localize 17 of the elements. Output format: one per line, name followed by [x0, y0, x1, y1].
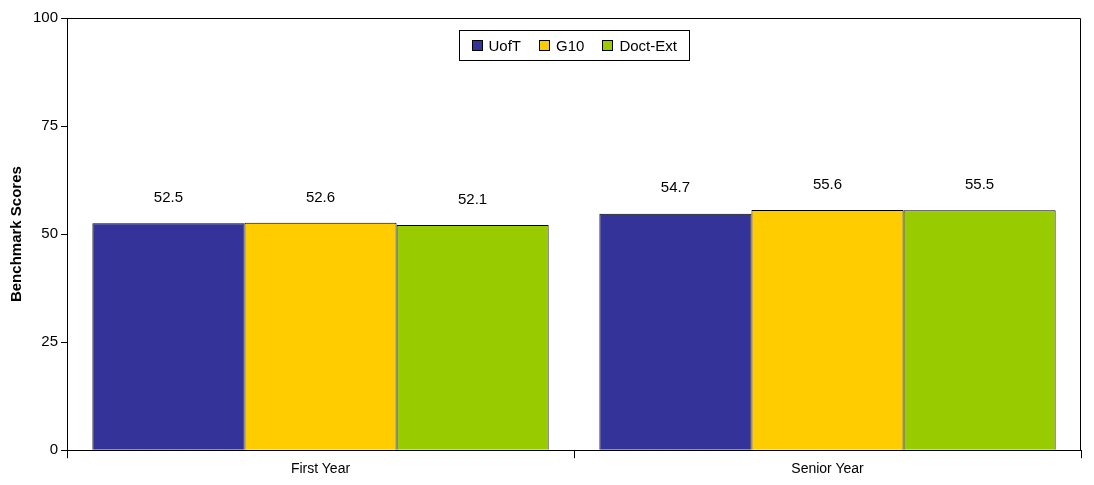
y-tick-label: 0 [49, 440, 59, 458]
data-label: 52.1 [458, 189, 488, 207]
y-tick-label: 75 [41, 116, 59, 134]
y-tick-label: 50 [41, 224, 59, 242]
data-label: 52.5 [153, 187, 184, 205]
legend-label: Doct-Ext [619, 37, 677, 54]
y-axis-title: Benchmark Scores [7, 166, 25, 303]
data-label: 54.7 [660, 178, 691, 196]
y-tick-label: 100 [33, 8, 59, 26]
data-label: 55.6 [812, 174, 843, 192]
x-tick-label: Senior Year [791, 460, 865, 477]
y-tick-label: 25 [41, 332, 59, 350]
legend-label: UofT [488, 37, 522, 54]
data-label: 55.5 [965, 174, 995, 192]
data-label: 52.6 [305, 187, 336, 205]
legend-label: G10 [556, 37, 585, 54]
x-tick-label: First Year [290, 460, 351, 477]
